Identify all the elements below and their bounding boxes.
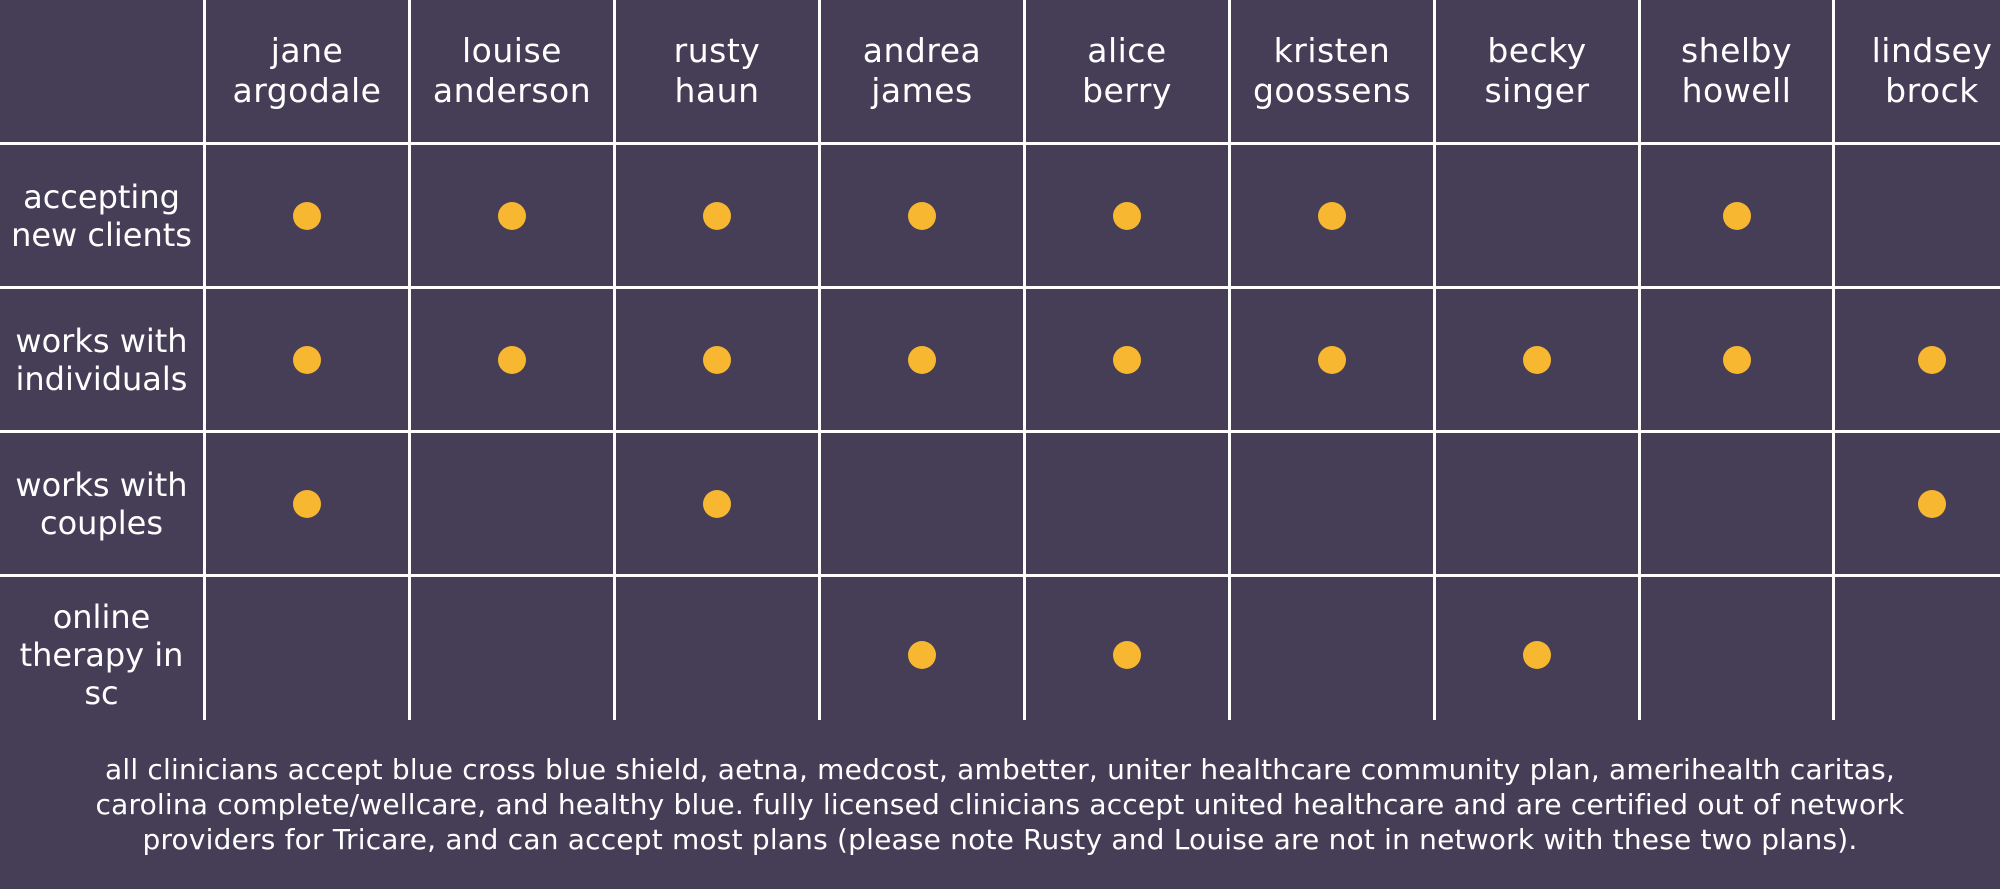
- availability-dot-icon: [1918, 345, 1946, 374]
- availability-dot-icon: [498, 201, 526, 230]
- availability-dot-icon: [1523, 640, 1551, 669]
- row-header-service: online therapy in sc: [0, 577, 203, 732]
- availability-dot-icon: [1318, 201, 1346, 230]
- table-cell: [1026, 577, 1228, 732]
- table-cell: [1835, 289, 2000, 430]
- table-cell: [1835, 145, 2000, 286]
- table-cell: [616, 433, 818, 574]
- table-cell: [206, 433, 408, 574]
- table-cell: [206, 577, 408, 732]
- availability-dot-icon: [908, 640, 936, 669]
- table-cell: [1436, 289, 1638, 430]
- availability-dot-icon: [1918, 489, 1946, 518]
- table-cell: [1436, 577, 1638, 732]
- column-header-clinician: jane argodale: [206, 0, 408, 142]
- table-cell: [616, 145, 818, 286]
- availability-dot-icon: [293, 345, 321, 374]
- table-cell: [821, 145, 1023, 286]
- availability-dot-icon: [1113, 201, 1141, 230]
- availability-dot-icon: [1318, 345, 1346, 374]
- column-header-clinician: lindsey brock: [1835, 0, 2000, 142]
- table-cell: [411, 145, 613, 286]
- availability-dot-icon: [1113, 345, 1141, 374]
- table-cell: [1231, 289, 1433, 430]
- table-cell: [206, 289, 408, 430]
- table-cell: [1026, 289, 1228, 430]
- corner-cell: [0, 0, 203, 142]
- row-header-service: accepting new clients: [0, 145, 203, 286]
- availability-dot-icon: [703, 345, 731, 374]
- table-cell: [1835, 433, 2000, 574]
- table-cell: [616, 289, 818, 430]
- table-cell: [821, 577, 1023, 732]
- availability-dot-icon: [703, 201, 731, 230]
- availability-dot-icon: [908, 345, 936, 374]
- table-cell: [411, 289, 613, 430]
- clinician-table: jane argodale louise anderson rusty haun an…: [0, 0, 2000, 720]
- availability-dot-icon: [908, 201, 936, 230]
- table-cell: [821, 433, 1023, 574]
- table-cell: [1231, 433, 1433, 574]
- column-header-clinician: rusty haun: [616, 0, 818, 142]
- column-header-clinician: alice berry: [1026, 0, 1228, 142]
- table-cell: [411, 577, 613, 732]
- availability-dot-icon: [1722, 345, 1751, 374]
- row-header-service: works with individuals: [0, 289, 203, 430]
- column-header-clinician: louise anderson: [411, 0, 613, 142]
- table-cell: [1641, 433, 1832, 574]
- column-header-clinician: andrea james: [821, 0, 1023, 142]
- availability-dot-icon: [1722, 201, 1751, 230]
- availability-dot-icon: [293, 489, 321, 518]
- table-cell: [1026, 145, 1228, 286]
- table-cell: [1436, 433, 1638, 574]
- availability-dot-icon: [1113, 640, 1141, 669]
- table-cell: [206, 145, 408, 286]
- table-cell: [616, 577, 818, 732]
- table-cell: [1835, 577, 2000, 732]
- table-cell: [1231, 145, 1433, 286]
- availability-dot-icon: [703, 489, 731, 518]
- table-cell: [1026, 433, 1228, 574]
- availability-dot-icon: [498, 345, 526, 374]
- table-cell: [1641, 289, 1832, 430]
- availability-dot-icon: [293, 201, 321, 230]
- table-cell: [1436, 145, 1638, 286]
- column-header-clinician: becky singer: [1436, 0, 1638, 142]
- table-cell: [411, 433, 613, 574]
- column-header-clinician: kristen goossens: [1231, 0, 1433, 142]
- table-cell: [821, 289, 1023, 430]
- insurance-footer: all clinicians accept blue cross blue sh…: [0, 720, 2000, 889]
- availability-dot-icon: [1523, 345, 1551, 374]
- table-cell: [1641, 577, 1832, 732]
- row-header-service: works with couples: [0, 433, 203, 574]
- table-cell: [1231, 577, 1433, 732]
- table-cell: [1641, 145, 1832, 286]
- column-header-clinician: shelby howell: [1641, 0, 1832, 142]
- insurance-note: all clinicians accept blue cross blue sh…: [95, 753, 1905, 856]
